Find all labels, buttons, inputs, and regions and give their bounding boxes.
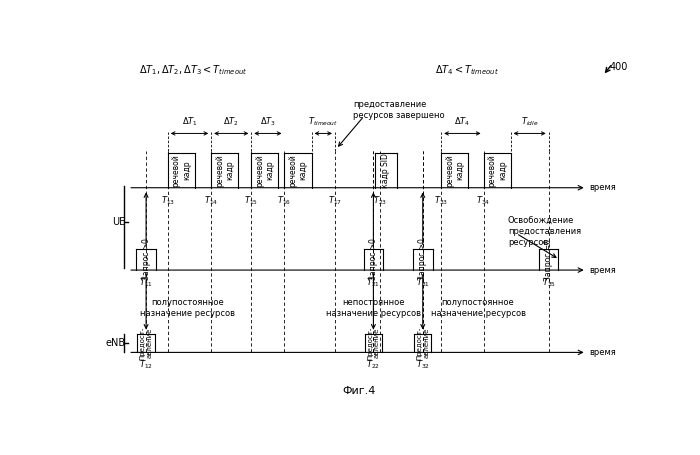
Text: $T_{timeout}$: $T_{timeout}$ (308, 115, 338, 128)
Text: $T_{14}$: $T_{14}$ (204, 194, 218, 207)
Text: $T_{34}$: $T_{34}$ (477, 194, 491, 207)
Text: предоставление
ресурсов завершено: предоставление ресурсов завершено (354, 100, 445, 120)
Text: $T_{35}$: $T_{35}$ (542, 276, 556, 289)
Text: речевой
кадр: речевой кадр (215, 154, 235, 187)
Text: полупостоянное
назначение ресурсов: полупостоянное назначение ресурсов (141, 298, 235, 318)
Text: $\Delta T_1$: $\Delta T_1$ (181, 115, 197, 128)
Text: $T_{17}$: $T_{17}$ (328, 194, 342, 207)
Text: речевой
кадр: речевой кадр (445, 154, 465, 187)
Text: Запрос =0: Запрос =0 (544, 238, 553, 281)
Text: $T_{idle}$: $T_{idle}$ (521, 115, 538, 128)
Text: 400: 400 (610, 61, 629, 71)
Text: $\Delta T_1, \Delta T_2, \Delta T_3 < T_{timeout}$: $\Delta T_1, \Delta T_2, \Delta T_3 < T_… (139, 63, 248, 77)
Text: $T_{31}$: $T_{31}$ (416, 276, 430, 289)
Text: речевой
кадр: речевой кадр (256, 154, 274, 187)
Text: Предост-
авление: Предост- авление (416, 327, 429, 360)
Text: $T_{15}$: $T_{15}$ (244, 194, 258, 207)
Text: $T_{33}$: $T_{33}$ (434, 194, 448, 207)
Text: $\Delta T_2$: $\Delta T_2$ (223, 115, 239, 128)
Text: $T_{32}$: $T_{32}$ (416, 359, 430, 371)
Text: речевой
кадр: речевой кадр (288, 154, 308, 187)
Text: время: время (589, 183, 616, 192)
Text: $T_{16}$: $T_{16}$ (277, 194, 291, 207)
Text: $T_{23}$: $T_{23}$ (373, 194, 388, 207)
Text: речевой
кадр: речевой кадр (487, 154, 507, 187)
Text: Освобождение
предоставления
ресурсов: Освобождение предоставления ресурсов (508, 216, 581, 247)
Text: кадр SID: кадр SID (382, 153, 391, 187)
Text: $T_{21}$: $T_{21}$ (366, 276, 380, 289)
Text: UE: UE (112, 217, 125, 227)
Text: Запрос >0: Запрос >0 (419, 238, 427, 280)
Text: $T_{12}$: $T_{12}$ (139, 359, 153, 371)
Text: $T_{13}$: $T_{13}$ (161, 194, 175, 207)
Text: $\Delta T_4$: $\Delta T_4$ (454, 115, 470, 128)
Text: eNB: eNB (105, 338, 125, 348)
Text: Предост-
авление: Предост- авление (139, 327, 153, 360)
Text: непостоянное
назначение ресурсов: непостоянное назначение ресурсов (326, 298, 421, 318)
Text: полупостоянное
назначение ресурсов: полупостоянное назначение ресурсов (430, 298, 526, 318)
Text: время: время (589, 266, 616, 274)
Text: Фиг.4: Фиг.4 (342, 386, 375, 396)
Text: $\Delta T_3$: $\Delta T_3$ (260, 115, 276, 128)
Text: речевой
кадр: речевой кадр (172, 154, 191, 187)
Text: $\Delta T_4 < T_{timeout}$: $\Delta T_4 < T_{timeout}$ (435, 63, 499, 77)
Text: $T_{11}$: $T_{11}$ (139, 276, 153, 289)
Text: время: время (589, 348, 616, 357)
Text: Запрос >0: Запрос >0 (141, 238, 150, 280)
Text: Предост-
авление: Предост- авление (367, 327, 380, 360)
Text: $T_{22}$: $T_{22}$ (366, 359, 380, 371)
Text: Запрос >0: Запрос >0 (369, 238, 378, 280)
